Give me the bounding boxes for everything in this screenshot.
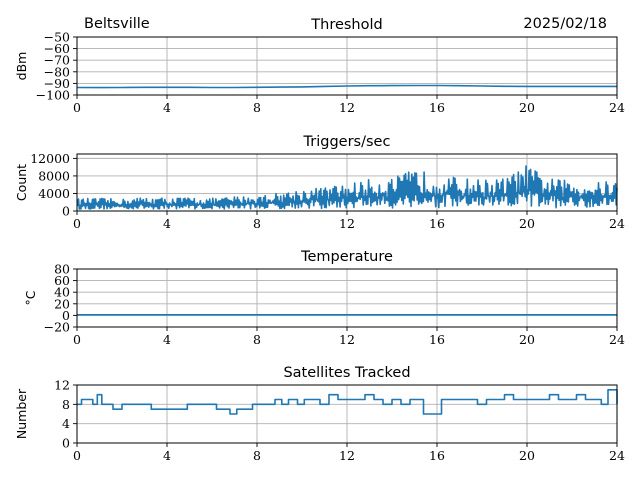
triggers-ytick-label: 12000	[30, 151, 70, 166]
threshold-title: Threshold	[310, 17, 382, 33]
temperature-xtick-label: 12	[339, 332, 355, 347]
satellites-xtick-label: 20	[519, 448, 535, 463]
triggers-ytick-label: 8000	[38, 168, 70, 183]
temperature-xtick-label: 16	[429, 332, 445, 347]
satellites-xtick-label: 12	[339, 448, 355, 463]
temperature-title: Temperature	[300, 249, 393, 265]
threshold-xtick-label: 8	[253, 100, 261, 115]
station-label: Beltsville	[84, 16, 150, 32]
temperature-ylabel: °C	[23, 290, 38, 305]
panel-satellites: Satellites Tracked Number 0 4 8 12 16 20 24 12 8 4 0	[14, 365, 625, 463]
threshold-ytick-label: −50	[44, 30, 70, 45]
threshold-xtick-label: 4	[163, 100, 171, 115]
threshold-xtick-label: 0	[73, 100, 81, 115]
threshold-ytick-label: −70	[44, 53, 70, 68]
satellites-xtick-label: 16	[429, 448, 445, 463]
triggers-xtick-label: 20	[519, 216, 535, 231]
triggers-xtick-label: 16	[429, 216, 445, 231]
temperature-axes-frame	[76, 268, 618, 328]
triggers-xtick-label: 8	[253, 216, 261, 231]
temperature-xtick-label: 8	[253, 332, 261, 347]
satellites-xtick-label: 4	[163, 448, 171, 463]
satellites-ytick-label: 8	[62, 397, 70, 412]
temperature-xtick-label: 24	[609, 332, 625, 347]
panel-triggers: Triggers/sec Count 0 4 8 12 16 20 24 12000 8000 400…	[14, 134, 625, 231]
threshold-ylabel: dBm	[14, 52, 29, 81]
triggers-xtick-label: 4	[163, 216, 171, 231]
threshold-axes-frame	[76, 36, 618, 96]
temperature-ytick-label: 80	[54, 262, 70, 277]
temperature-ytick-label: −20	[44, 320, 70, 335]
threshold-ytick-label: −80	[44, 64, 70, 79]
satellites-xtick-label: 24	[609, 448, 625, 463]
satellites-axes-frame	[76, 384, 618, 444]
satellites-series-line	[77, 389, 618, 415]
triggers-ytick-label: 4000	[38, 186, 70, 201]
satellites-title: Satellites Tracked	[283, 365, 410, 381]
triggers-ylabel: Count	[14, 164, 29, 201]
panel-threshold: Threshold dBm 0 4 8 12 16 20 24 −50−60−70−80−90−1…	[14, 17, 625, 115]
satellites-ytick-label: 4	[62, 416, 70, 431]
temperature-ytick-label: 0	[62, 308, 70, 323]
threshold-xtick-label: 24	[609, 100, 625, 115]
triggers-xtick-label: 12	[339, 216, 355, 231]
chart-panels: Threshold dBm 0 4 8 12 16 20 24 −50−60−70−80−90−1…	[14, 17, 625, 463]
threshold-series-line	[76, 84, 617, 89]
date-label: 2025/02/18	[523, 16, 607, 32]
temperature-xtick-label: 20	[519, 332, 535, 347]
satellites-ylabel: Number	[14, 388, 29, 439]
satellites-ytick-label: 12	[54, 378, 70, 393]
threshold-ytick-label: −100	[36, 88, 70, 103]
satellites-xtick-label: 8	[253, 448, 261, 463]
threshold-ytick-label: −60	[44, 41, 70, 56]
temperature-xtick-label: 0	[73, 332, 81, 347]
triggers-axes-frame	[76, 153, 618, 212]
threshold-xtick-label: 12	[339, 100, 355, 115]
triggers-xtick-label: 24	[609, 216, 625, 231]
threshold-xtick-label: 20	[519, 100, 535, 115]
temperature-xtick-label: 4	[163, 332, 171, 347]
triggers-series-line	[76, 165, 618, 210]
triggers-ytick-label: 0	[62, 204, 70, 219]
triggers-title: Triggers/sec	[303, 134, 391, 150]
temperature-ytick-label: 60	[54, 273, 70, 288]
threshold-ytick-label: −90	[44, 76, 70, 91]
threshold-xtick-label: 16	[429, 100, 445, 115]
satellites-ytick-label: 0	[62, 436, 70, 451]
temperature-ytick-label: 40	[54, 285, 70, 300]
satellites-xtick-label: 0	[73, 448, 81, 463]
temperature-ytick-label: 20	[54, 296, 70, 311]
triggers-xtick-label: 0	[73, 216, 81, 231]
